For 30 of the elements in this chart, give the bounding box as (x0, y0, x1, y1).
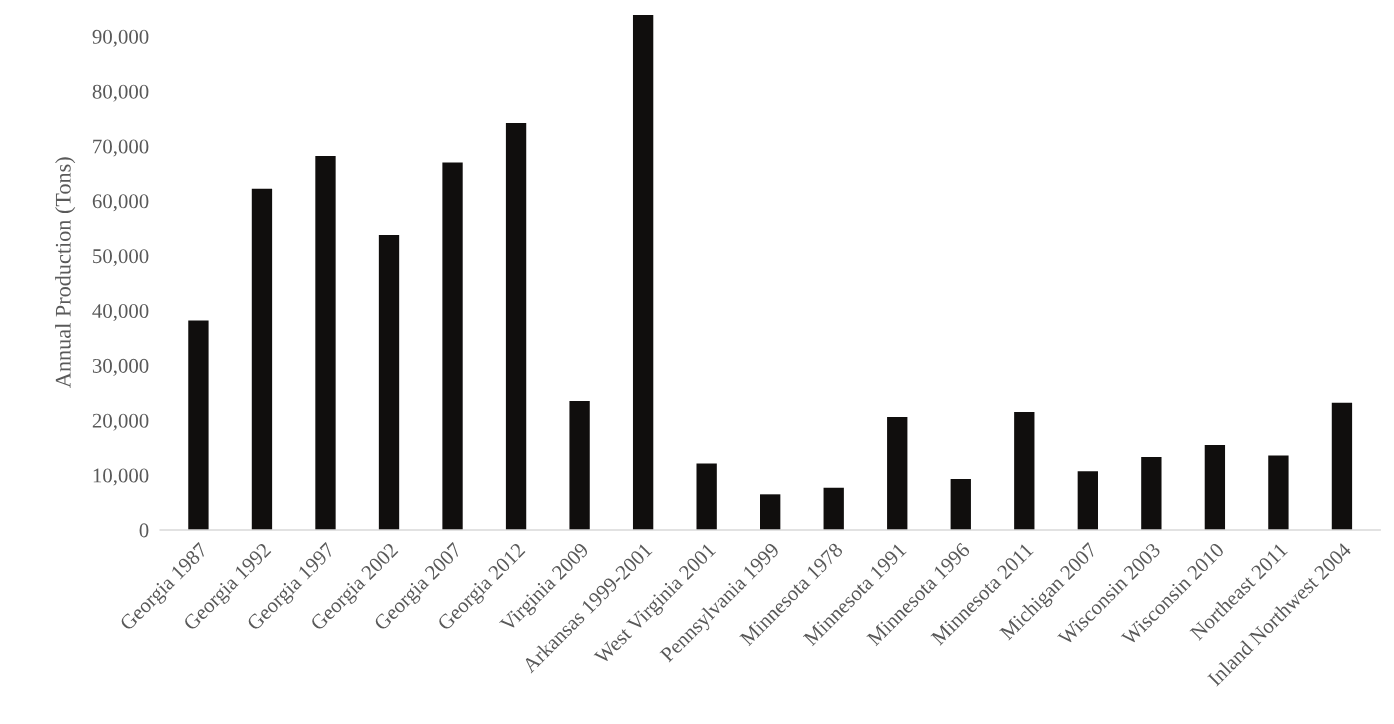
y-tick-label: 70,000 (93, 139, 149, 157)
bar (1141, 457, 1162, 530)
y-tick-label: 90,000 (92, 29, 149, 47)
bar (378, 234, 400, 530)
bar (1204, 444, 1226, 530)
bar (442, 162, 463, 530)
bar (505, 123, 527, 530)
bar (1014, 412, 1035, 530)
y-tick-label: 50,000 (93, 249, 149, 267)
bar (569, 401, 590, 530)
y-tick-label: 30,000 (92, 358, 149, 376)
y-tick-label: 20,000 (92, 413, 149, 431)
bar (1268, 455, 1289, 530)
bar (950, 478, 971, 530)
y-tick-label: 0 (139, 523, 149, 538)
y-tick-label: 10,000 (93, 468, 149, 486)
bar (887, 417, 908, 530)
bar (760, 494, 781, 530)
y-tick-label: 40,000 (92, 303, 149, 322)
y-tick-label: 60,000 (92, 194, 149, 212)
bar (696, 463, 717, 530)
bar (1331, 402, 1353, 530)
bar (315, 155, 336, 530)
bar (823, 487, 844, 530)
bar (251, 188, 273, 530)
bar (1077, 471, 1098, 530)
y-tick-label: 80,000 (92, 84, 149, 102)
bar (188, 320, 209, 530)
y-axis-title: Annual Production (Tons) (55, 157, 76, 388)
bar (632, 15, 654, 530)
